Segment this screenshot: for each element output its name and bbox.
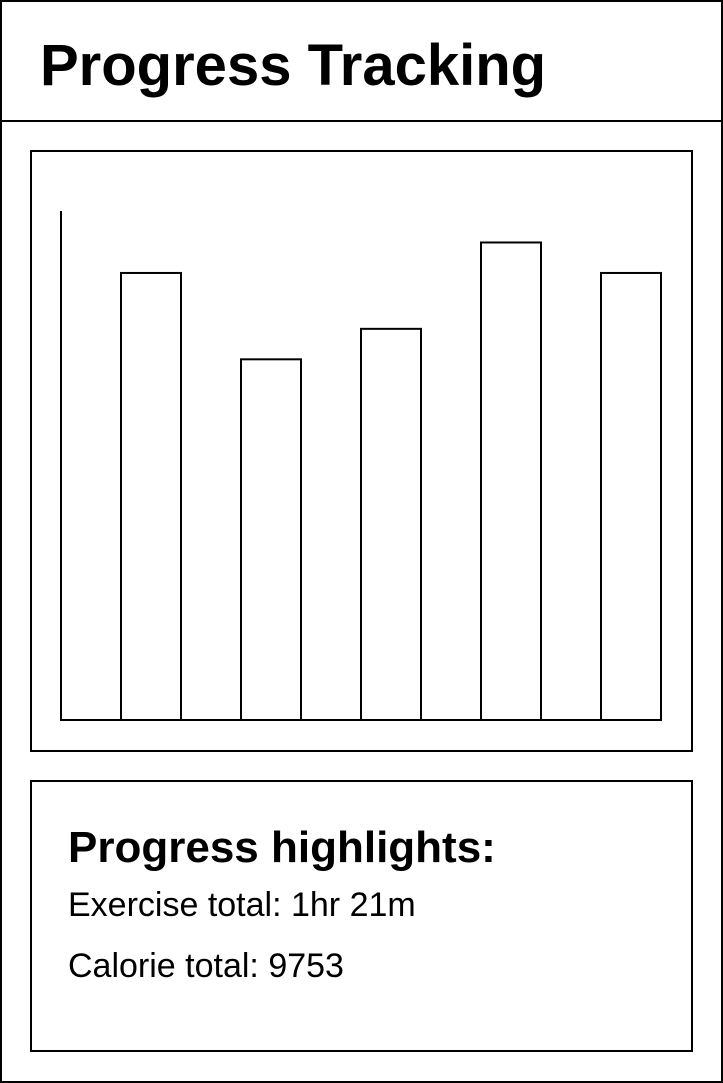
bar (240, 358, 302, 721)
chart-panel (30, 150, 693, 752)
bars (120, 241, 662, 721)
highlights-panel (30, 780, 693, 1052)
page-title: Progress Tracking (40, 33, 546, 98)
bar (480, 241, 542, 721)
highlight-item: Calorie total: 9753 (68, 947, 344, 985)
highlight-item: Exercise total: 1hr 21m (68, 886, 416, 924)
bar (600, 271, 662, 721)
bar (360, 327, 422, 721)
highlights-title: Progress highlights: (68, 823, 496, 872)
bar (120, 271, 182, 721)
